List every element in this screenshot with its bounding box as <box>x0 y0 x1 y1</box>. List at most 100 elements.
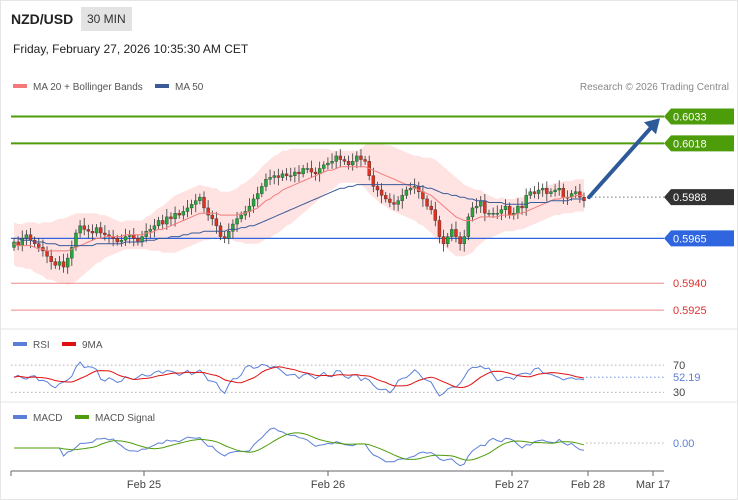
candle-body <box>578 191 582 198</box>
legend-swatch-macd-signal <box>75 415 89 419</box>
candle-body <box>487 213 491 215</box>
candle-body <box>574 191 578 194</box>
legend-swatch-rsi-ma <box>62 342 76 346</box>
candle-body <box>123 236 128 241</box>
candle-body <box>342 159 347 162</box>
rsi-level-label-30: 30 <box>673 387 685 399</box>
candle-body <box>214 218 219 227</box>
candle-body <box>305 168 309 170</box>
candle-body <box>400 195 404 201</box>
candle-body <box>516 205 520 214</box>
candle-body <box>181 211 186 216</box>
candle-body <box>272 175 276 178</box>
candle-body <box>82 225 86 230</box>
candle-body <box>206 207 210 216</box>
level-tag-0.5965 <box>664 230 734 247</box>
candle-body <box>470 207 475 218</box>
candle-body <box>37 243 41 248</box>
candle-body <box>466 216 471 237</box>
candle-body <box>255 193 260 200</box>
candle-body <box>136 238 140 243</box>
chart-header: NZD/USD 30 MIN <box>0 0 738 36</box>
level-label-0.5988: 0.5988 <box>673 192 707 204</box>
candle-body <box>231 223 235 232</box>
candle-body <box>280 173 285 178</box>
candle-body <box>264 179 268 187</box>
candle-body <box>169 216 173 219</box>
legend-label-ma20: MA 20 + Bollinger Bands <box>33 82 143 93</box>
candle-body <box>557 187 561 191</box>
candle-body <box>177 213 181 216</box>
candle-body <box>483 200 487 214</box>
time-axis: Feb 25 Feb 26 Feb 27 Feb 28 Mar 17 <box>10 470 670 491</box>
candle-body <box>553 189 557 192</box>
candle-body <box>396 200 400 205</box>
candle-body <box>86 229 91 232</box>
candle-body <box>148 229 153 232</box>
level-label-0.5925: 0.5925 <box>673 305 707 317</box>
macd-legend: MACD MACD Signal <box>13 413 155 424</box>
candle-body <box>173 213 177 219</box>
candle-body <box>346 161 351 166</box>
candle-body <box>198 196 202 201</box>
candle-body <box>222 236 227 239</box>
candle-body <box>24 234 29 239</box>
time-tick-label: Feb 28 <box>571 479 605 491</box>
time-tick-label: Feb 26 <box>311 479 345 491</box>
candle-body <box>540 187 545 191</box>
rsi-current-label: 52.19 <box>673 372 701 384</box>
candle-body <box>103 232 107 235</box>
candle-body <box>53 261 58 266</box>
candle-body <box>313 171 318 175</box>
candle-body <box>425 198 429 207</box>
candle-body <box>119 239 124 243</box>
candle-body <box>202 196 206 209</box>
candle-body <box>185 207 190 212</box>
candle-body <box>227 231 231 239</box>
legend-label-rsi-ma: 9MA <box>82 340 103 351</box>
macd-pane: 0.00 <box>14 427 694 467</box>
timeframe-badge[interactable]: 30 MIN <box>81 7 132 31</box>
candle-body <box>297 171 301 175</box>
candle-body <box>115 238 119 243</box>
candle-body <box>268 177 272 180</box>
rsi-line <box>13 361 585 397</box>
candle-body <box>152 225 157 230</box>
candle-body <box>503 205 508 210</box>
price-pane: 0.6033 0.6018 0.5988 0.5965 0.5940 0.5925 <box>11 108 734 317</box>
candle-body <box>28 234 33 241</box>
candle-body <box>156 220 161 227</box>
candle-body <box>495 213 499 215</box>
candle-body <box>194 200 198 205</box>
candle-body <box>326 162 330 166</box>
legend-label-macd: MACD <box>33 413 62 424</box>
rsi-pane: 70 30 52.19 <box>11 360 701 399</box>
candle-body <box>437 220 442 237</box>
level-label-0.6033: 0.6033 <box>673 112 707 124</box>
candle-body <box>532 191 537 194</box>
candle-body <box>433 209 438 221</box>
candle-body <box>338 155 343 160</box>
candle-body <box>441 236 446 244</box>
candle-body <box>536 189 541 194</box>
legend-label-macd-signal: MACD Signal <box>95 413 155 424</box>
candle-body <box>350 161 355 166</box>
candle-body <box>260 186 264 194</box>
candle-body <box>524 195 528 209</box>
candle-body <box>454 229 458 237</box>
candle-body <box>445 236 450 244</box>
candle-body <box>462 236 466 244</box>
level-label-0.5965: 0.5965 <box>673 233 707 245</box>
projection-arrow-shaft <box>587 122 656 200</box>
legend-swatch-ma20 <box>13 84 27 88</box>
symbol-title: NZD/USD <box>11 11 74 27</box>
candle-body <box>210 214 214 219</box>
candle-body <box>491 213 495 215</box>
chart-datetime: Friday, February 27, 2026 10:35:30 AM CE… <box>13 42 249 56</box>
time-tick-label: Mar 17 <box>636 479 670 491</box>
candle-body <box>528 191 533 196</box>
legend-label-rsi: RSI <box>33 340 50 351</box>
candle-body <box>355 155 359 162</box>
candle-body <box>235 218 239 225</box>
